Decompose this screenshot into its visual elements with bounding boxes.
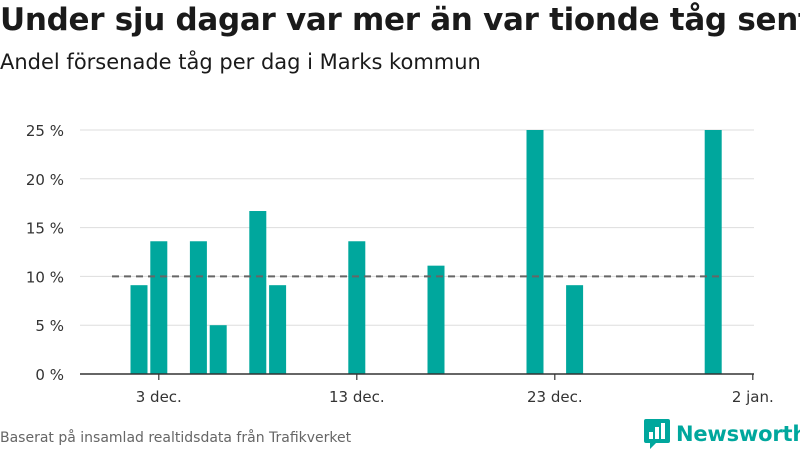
bar-3dec xyxy=(150,241,168,374)
y-tick-label: 15 % xyxy=(26,220,64,238)
bar-17dec xyxy=(427,265,445,374)
source-note: Baserat på insamlad realtidsdata från Tr… xyxy=(0,430,352,446)
y-tick-label: 10 % xyxy=(26,268,64,286)
bar-9dec xyxy=(269,285,287,374)
bar-31dec xyxy=(704,130,722,374)
newsworthy-icon xyxy=(644,419,670,449)
bar-13dec xyxy=(348,241,366,374)
y-tick-label: 20 % xyxy=(26,171,64,189)
bar-22dec xyxy=(526,130,544,374)
x-tick-label: 2 jan. xyxy=(732,388,774,406)
x-axis: 3 dec. 13 dec. 23 dec. 2 jan. xyxy=(80,373,774,406)
y-axis-labels: 0 % 5 % 10 % 15 % 20 % 25 % xyxy=(26,122,64,384)
bar-5dec xyxy=(189,241,207,374)
chart-title: Under sju dagar var mer än var tionde tå… xyxy=(0,2,800,38)
bar-2dec xyxy=(130,285,148,374)
bar-24dec xyxy=(566,285,584,374)
x-tick-label: 13 dec. xyxy=(329,388,385,406)
brand-name: Newsworthy xyxy=(676,422,800,446)
y-tick-label: 25 % xyxy=(26,122,64,140)
grid-lines xyxy=(80,129,754,326)
bar-6dec xyxy=(209,325,227,374)
bars xyxy=(130,130,722,374)
y-tick-label: 5 % xyxy=(35,317,64,335)
y-tick-label: 0 % xyxy=(35,366,64,384)
x-tick-label: 23 dec. xyxy=(527,388,583,406)
x-tick-label: 3 dec. xyxy=(136,388,182,406)
bar-8dec xyxy=(249,211,267,374)
chart-subtitle: Andel försenade tåg per dag i Marks komm… xyxy=(0,50,481,74)
newsworthy-logo: Newsworthy xyxy=(644,419,800,449)
